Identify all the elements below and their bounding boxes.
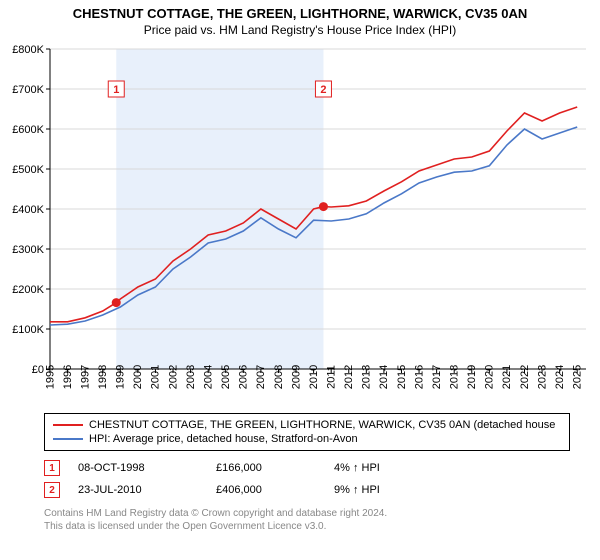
svg-text:2024: 2024 <box>554 365 566 389</box>
sale-row: 1 08-OCT-1998 £166,000 4% ↑ HPI <box>44 457 570 479</box>
title-block: CHESTNUT COTTAGE, THE GREEN, LIGHTHORNE,… <box>0 0 600 39</box>
legend-item: HPI: Average price, detached house, Stra… <box>53 432 561 446</box>
svg-text:2012: 2012 <box>343 365 355 389</box>
legend-label: CHESTNUT COTTAGE, THE GREEN, LIGHTHORNE,… <box>89 419 555 431</box>
svg-text:2000: 2000 <box>132 365 144 389</box>
legend-label: HPI: Average price, detached house, Stra… <box>89 433 358 445</box>
svg-text:£300K: £300K <box>12 244 44 256</box>
title-line2: Price paid vs. HM Land Registry's House … <box>10 23 590 37</box>
svg-text:2015: 2015 <box>396 365 408 389</box>
svg-text:£600K: £600K <box>12 124 44 136</box>
svg-text:2016: 2016 <box>413 365 425 389</box>
svg-text:£500K: £500K <box>12 164 44 176</box>
sale-pct: 4% ↑ HPI <box>334 462 380 474</box>
svg-text:2021: 2021 <box>501 365 513 389</box>
svg-text:2005: 2005 <box>220 365 232 389</box>
svg-text:2008: 2008 <box>273 365 285 389</box>
sale-date: 08-OCT-1998 <box>78 462 198 474</box>
svg-text:2017: 2017 <box>431 365 443 389</box>
svg-text:2018: 2018 <box>448 365 460 389</box>
chart-container: CHESTNUT COTTAGE, THE GREEN, LIGHTHORNE,… <box>0 0 600 533</box>
footer: Contains HM Land Registry data © Crown c… <box>44 507 570 533</box>
footer-line1: Contains HM Land Registry data © Crown c… <box>44 507 570 520</box>
legend-swatch <box>53 438 83 440</box>
svg-text:£800K: £800K <box>12 44 44 56</box>
sale-date: 23-JUL-2010 <box>78 484 198 496</box>
svg-text:2: 2 <box>320 84 326 96</box>
legend-swatch <box>53 424 83 426</box>
svg-text:2006: 2006 <box>238 365 250 389</box>
svg-text:2002: 2002 <box>167 365 179 389</box>
svg-text:1998: 1998 <box>97 365 109 389</box>
footer-line2: This data is licensed under the Open Gov… <box>44 520 570 533</box>
svg-text:£200K: £200K <box>12 284 44 296</box>
svg-text:2003: 2003 <box>185 365 197 389</box>
svg-text:1999: 1999 <box>115 365 127 389</box>
svg-text:2004: 2004 <box>202 365 214 389</box>
svg-text:2025: 2025 <box>572 365 584 389</box>
legend: CHESTNUT COTTAGE, THE GREEN, LIGHTHORNE,… <box>44 413 570 451</box>
svg-text:2007: 2007 <box>255 365 267 389</box>
title-line1: CHESTNUT COTTAGE, THE GREEN, LIGHTHORNE,… <box>10 6 590 21</box>
sale-price: £406,000 <box>216 484 316 496</box>
sale-price: £166,000 <box>216 462 316 474</box>
svg-text:1: 1 <box>113 84 119 96</box>
sale-marker: 1 <box>44 460 60 476</box>
svg-text:£400K: £400K <box>12 204 44 216</box>
sale-pct: 9% ↑ HPI <box>334 484 380 496</box>
svg-text:2019: 2019 <box>466 365 478 389</box>
line-chart-svg: £0 £100K £200K £300K £400K £500K £600K £700K £80… <box>0 39 600 409</box>
chart-area: £0 £100K £200K £300K £400K £500K £600K £700K £80… <box>0 39 600 409</box>
svg-text:£100K: £100K <box>12 324 44 336</box>
svg-text:2020: 2020 <box>484 365 496 389</box>
sale-row: 2 23-JUL-2010 £406,000 9% ↑ HPI <box>44 479 570 501</box>
svg-text:2013: 2013 <box>361 365 373 389</box>
sale-marker: 2 <box>44 482 60 498</box>
legend-item: CHESTNUT COTTAGE, THE GREEN, LIGHTHORNE,… <box>53 418 561 432</box>
svg-text:£700K: £700K <box>12 84 44 96</box>
sales-table: 1 08-OCT-1998 £166,000 4% ↑ HPI 2 23-JUL-2010… <box>44 457 570 501</box>
svg-text:£0: £0 <box>32 364 44 376</box>
svg-text:2014: 2014 <box>378 365 390 389</box>
svg-text:2022: 2022 <box>519 365 531 389</box>
svg-text:2001: 2001 <box>150 365 162 389</box>
svg-text:2010: 2010 <box>308 365 320 389</box>
svg-text:1996: 1996 <box>62 365 74 389</box>
svg-text:2009: 2009 <box>290 365 302 389</box>
svg-text:1997: 1997 <box>79 365 91 389</box>
svg-text:2023: 2023 <box>536 365 548 389</box>
